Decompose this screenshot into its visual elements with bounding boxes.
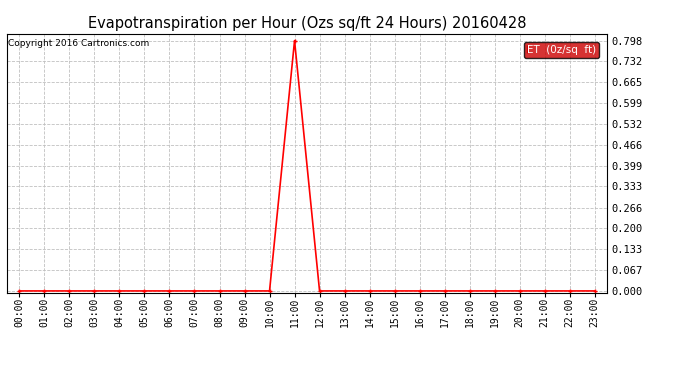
Title: Evapotranspiration per Hour (Ozs sq/ft 24 Hours) 20160428: Evapotranspiration per Hour (Ozs sq/ft 2… [88, 16, 526, 31]
Text: Copyright 2016 Cartronics.com: Copyright 2016 Cartronics.com [8, 39, 149, 48]
Legend: ET  (0z/sq  ft): ET (0z/sq ft) [524, 42, 599, 58]
